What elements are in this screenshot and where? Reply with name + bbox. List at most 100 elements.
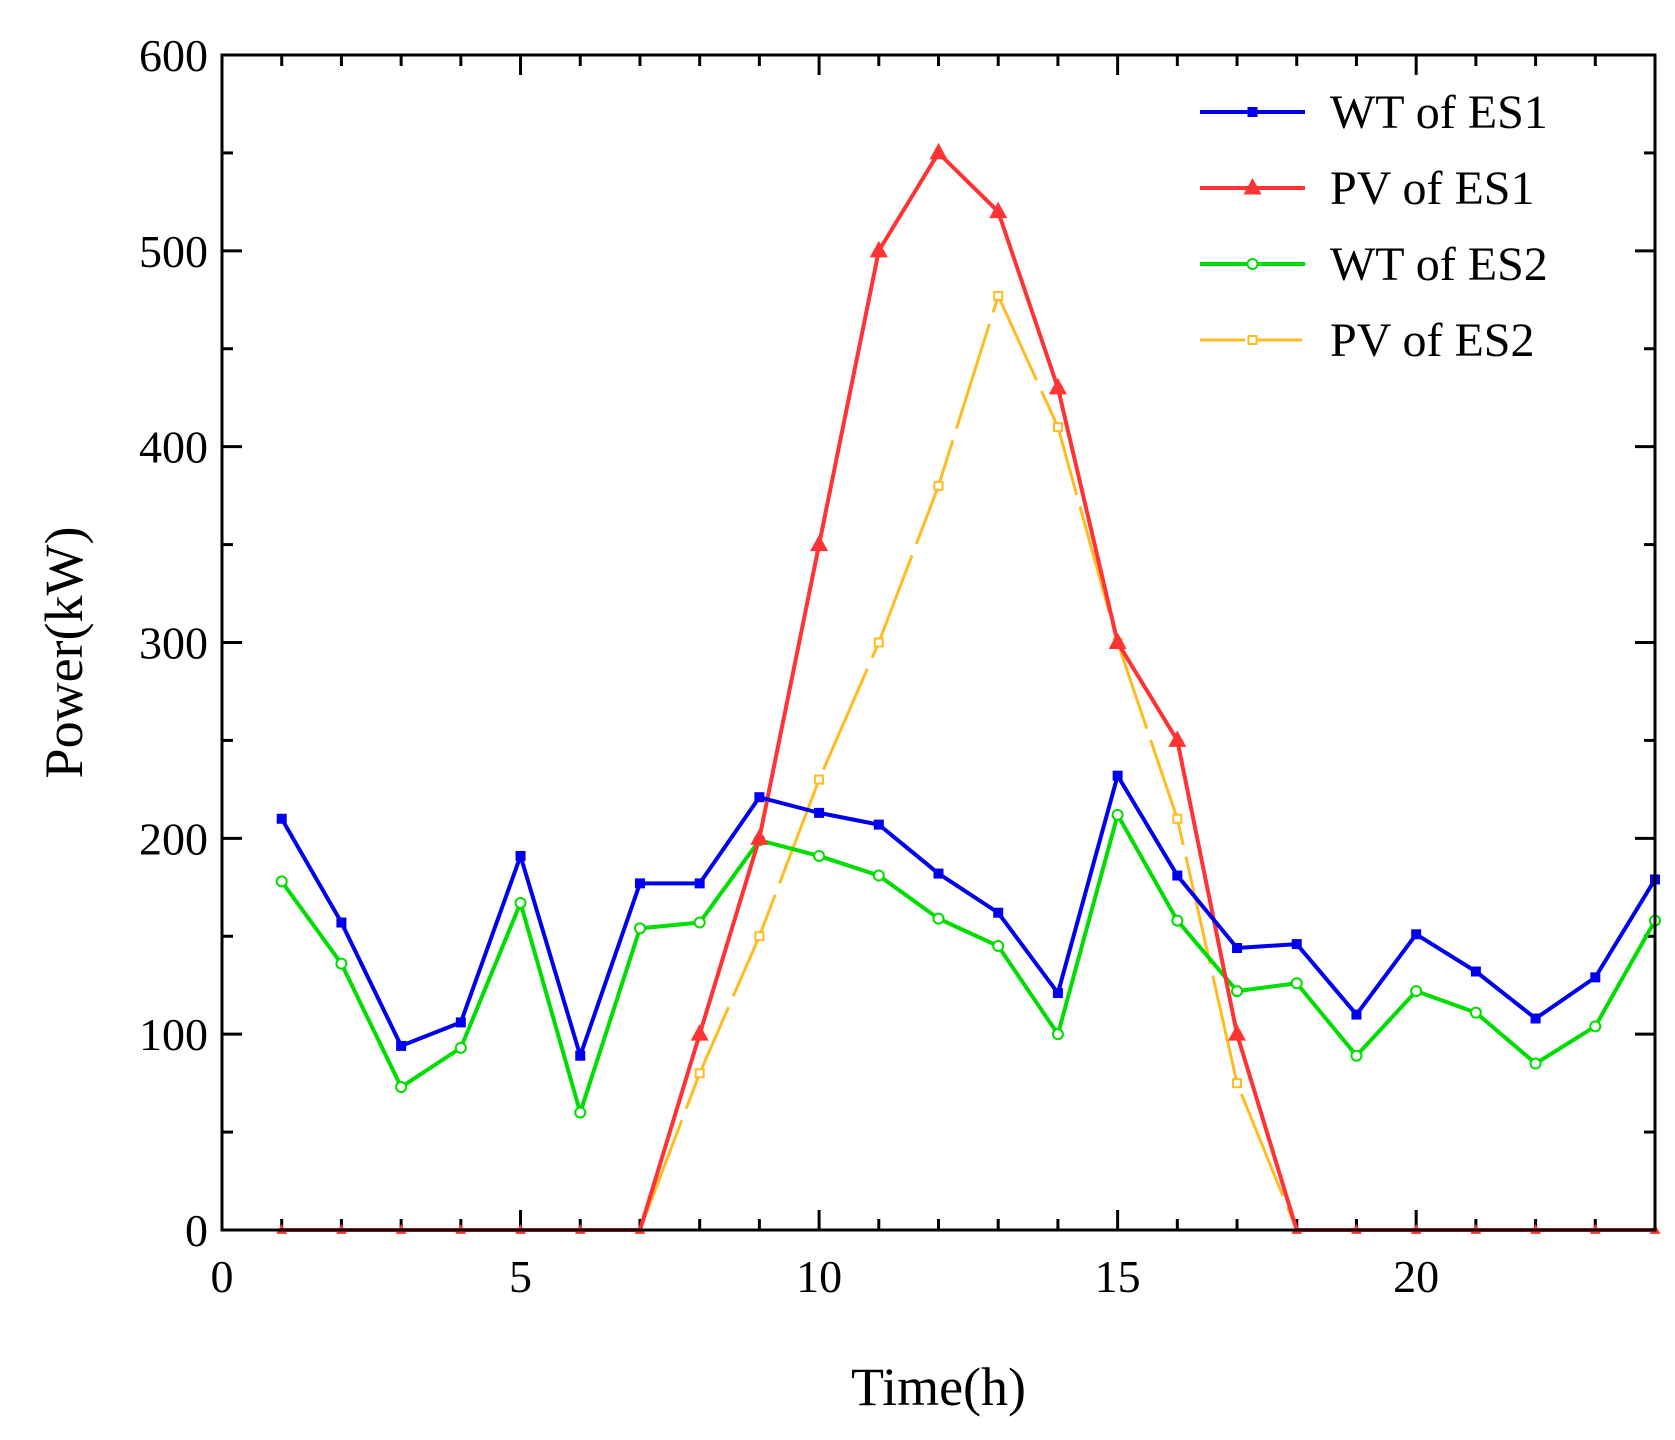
data-point xyxy=(454,1041,467,1054)
data-point xyxy=(1232,1078,1243,1089)
data-point xyxy=(1469,1006,1482,1019)
data-point xyxy=(1247,107,1258,117)
data-point xyxy=(1290,977,1303,990)
data-point xyxy=(1231,985,1244,998)
legend-item: WT of ES2 xyxy=(1200,238,1548,291)
legend-label: WT of ES2 xyxy=(1330,238,1548,291)
data-point xyxy=(396,1040,407,1051)
legend: WT of ES1 PV of ES1 WT of ES2 PV of ES2 xyxy=(1200,86,1548,367)
series-wt-of-es2 xyxy=(275,808,1661,1119)
data-point xyxy=(335,957,348,970)
data-point xyxy=(1589,1020,1602,1033)
data-point xyxy=(693,916,706,929)
data-point xyxy=(1048,377,1067,395)
data-point xyxy=(690,1024,709,1041)
data-point xyxy=(1243,178,1262,195)
data-point xyxy=(1410,985,1423,998)
data-point xyxy=(750,828,769,845)
plot-frame xyxy=(220,53,1657,1232)
data-point xyxy=(1051,1028,1064,1041)
data-point xyxy=(873,819,884,830)
data-point xyxy=(1168,730,1187,747)
x-tick-label: 0 xyxy=(211,1251,234,1302)
data-point xyxy=(1172,870,1183,881)
legend-label: PV of ES2 xyxy=(1330,314,1535,367)
data-point xyxy=(932,912,945,925)
data-point xyxy=(694,1068,705,1079)
data-point xyxy=(1232,943,1243,953)
series-pv-of-es1 xyxy=(276,142,1661,1234)
x-tick-label: 10 xyxy=(796,1251,842,1302)
data-point xyxy=(992,940,1005,953)
data-point xyxy=(1108,632,1127,649)
data-point xyxy=(1228,1024,1247,1041)
data-point xyxy=(873,637,884,648)
data-point xyxy=(336,917,347,928)
data-point xyxy=(1411,929,1422,940)
series-line xyxy=(281,294,1655,1232)
data-point xyxy=(275,875,288,888)
data-point xyxy=(814,774,825,785)
data-point xyxy=(395,1081,408,1094)
data-point xyxy=(1291,939,1302,950)
data-point xyxy=(754,931,765,942)
data-point xyxy=(1247,335,1258,345)
series-wt-of-es1 xyxy=(276,770,1660,1061)
data-point xyxy=(929,142,948,160)
data-point xyxy=(575,1050,586,1061)
data-point xyxy=(694,878,705,889)
data-point xyxy=(514,896,527,909)
legend-item: WT of ES1 xyxy=(1200,86,1548,139)
data-point xyxy=(1590,972,1601,983)
data-point xyxy=(989,201,1008,219)
data-point xyxy=(1172,813,1183,824)
data-point xyxy=(1052,988,1063,999)
data-point xyxy=(813,849,826,862)
data-point xyxy=(810,534,829,552)
y-tick-label: 600 xyxy=(139,30,208,81)
data-point xyxy=(455,1017,466,1028)
y-tick-label: 200 xyxy=(139,813,208,864)
data-point xyxy=(1530,1013,1541,1024)
data-point xyxy=(869,240,888,258)
y-tick-label: 400 xyxy=(139,422,208,473)
y-tick-label: 100 xyxy=(139,1009,208,1060)
series-pv-of-es2 xyxy=(281,290,1655,1232)
y-tick-label: 500 xyxy=(139,226,208,277)
legend-item: PV of ES2 xyxy=(1200,314,1535,367)
data-point xyxy=(1529,1057,1542,1070)
x-axis-label: Time(h) xyxy=(851,1357,1026,1417)
data-point xyxy=(1112,770,1123,781)
data-point xyxy=(933,868,944,879)
data-point xyxy=(633,922,646,935)
legend-label: PV of ES1 xyxy=(1330,162,1535,215)
series-line xyxy=(280,812,1657,1115)
legend-item: PV of ES1 xyxy=(1200,162,1535,215)
x-tick-label: 5 xyxy=(509,1251,532,1302)
data-point xyxy=(993,907,1004,918)
x-tick-label: 20 xyxy=(1393,1251,1439,1302)
data-point xyxy=(754,792,765,803)
series-line xyxy=(279,773,1657,1058)
y-tick-label: 0 xyxy=(185,1205,208,1256)
data-point xyxy=(1052,422,1063,433)
data-point xyxy=(1351,1009,1362,1020)
data-point xyxy=(515,850,526,861)
y-axis-label: Power(kW) xyxy=(34,527,94,779)
x-tick-label: 15 xyxy=(1095,1251,1141,1302)
data-point xyxy=(993,290,1004,301)
data-point xyxy=(634,878,645,889)
data-point xyxy=(814,807,825,818)
legend-label: WT of ES1 xyxy=(1330,86,1548,139)
data-point xyxy=(1246,258,1259,270)
data-point xyxy=(574,1106,587,1119)
data-point xyxy=(1350,1049,1363,1062)
data-point xyxy=(1470,966,1481,977)
y-tick-label: 300 xyxy=(139,618,208,669)
data-point xyxy=(1111,808,1124,821)
data-point xyxy=(872,869,885,882)
data-point xyxy=(1171,914,1184,927)
data-point xyxy=(276,813,287,824)
